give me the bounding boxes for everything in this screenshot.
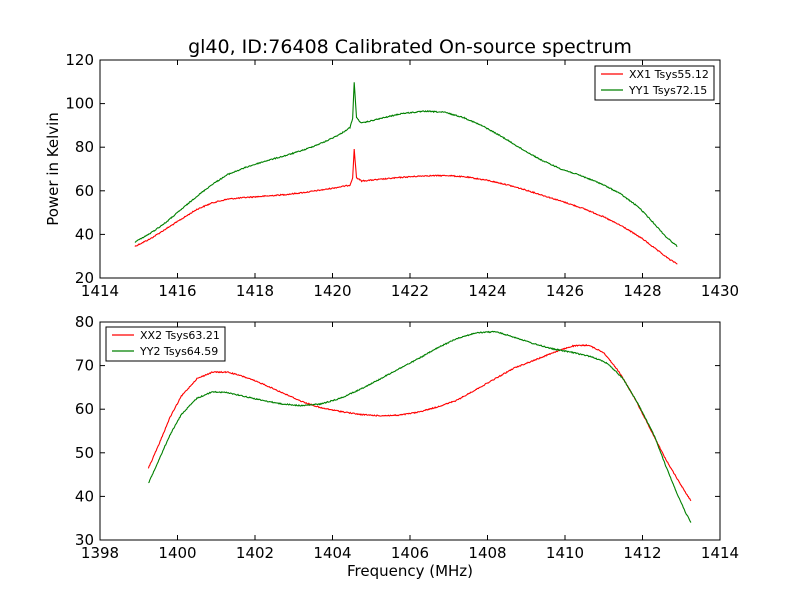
bottom-plot-area: 1398 1400 1402 1404 1406 1408 1410 1412 1414 30 40… (75, 313, 739, 562)
bottom-x-tick-label: 1408 (468, 544, 506, 562)
top-x-tick-label: 1426 (546, 282, 584, 300)
top-y-tick-label: 100 (65, 95, 94, 113)
bottom-x-tick-label: 1402 (236, 544, 274, 562)
bottom-y-tick-label: 60 (75, 400, 94, 418)
bottom-y-tick-label: 40 (75, 487, 94, 505)
top-x-tick-label: 1416 (158, 282, 196, 300)
legend-label-yy2: YY2 Tsys64.59 (139, 345, 218, 358)
top-panel: gl40, ID:76408 Calibrated On-source spec… (44, 36, 739, 300)
top-plot-area: 1414 1416 1418 1420 1422 1424 1426 1428 1430 20 40… (65, 51, 739, 300)
legend-label-xx1: XX1 Tsys55.12 (629, 68, 709, 81)
top-y-axis-label: Power in Kelvin (44, 112, 62, 226)
bottom-x-tick-label: 1410 (546, 544, 584, 562)
legend-label-yy1: YY1 Tsys72.15 (628, 84, 707, 97)
bottom-y-tick-label: 30 (75, 531, 94, 549)
top-x-tick-label: 1420 (313, 282, 351, 300)
top-x-tick-label: 1428 (623, 282, 661, 300)
bottom-x-tick-label: 1412 (623, 544, 661, 562)
top-x-tick-label: 1422 (391, 282, 429, 300)
bottom-series-line-1 (147, 343, 692, 502)
top-legend: XX1 Tsys55.12 YY1 Tsys72.15 (594, 65, 715, 101)
bottom-series-line-2 (148, 330, 692, 523)
bottom-y-tick-label: 50 (75, 444, 94, 462)
bottom-x-axis-label: Frequency (MHz) (347, 562, 473, 580)
bottom-legend: XX2 Tsys63.21 YY2 Tsys64.59 (105, 326, 226, 362)
top-series-line-2 (134, 82, 678, 247)
top-x-tick-label: 1424 (468, 282, 506, 300)
bottom-panel: 1398 1400 1402 1404 1406 1408 1410 1412 1414 30 40… (75, 313, 739, 580)
top-x-tick-label: 1414 (81, 282, 119, 300)
bottom-x-tick-label: 1406 (391, 544, 429, 562)
bottom-x-tick-label: 1398 (81, 544, 119, 562)
top-y-tick-label: 40 (75, 225, 94, 243)
legend-label-xx2: XX2 Tsys63.21 (140, 329, 220, 342)
chart-title: gl40, ID:76408 Calibrated On-source spec… (188, 36, 632, 58)
bottom-x-tick-label: 1404 (313, 544, 351, 562)
top-x-tick-label: 1430 (701, 282, 739, 300)
top-legend-box (594, 65, 715, 101)
bottom-x-tick-label: 1414 (701, 544, 739, 562)
top-y-tick-label: 20 (75, 269, 94, 287)
top-series-line-1 (134, 148, 678, 265)
bottom-x-tick-label: 1400 (158, 544, 196, 562)
bottom-legend-box (105, 326, 226, 362)
top-y-tick-label: 80 (75, 138, 94, 156)
bottom-y-tick-label: 70 (75, 357, 94, 375)
top-y-tick-label: 120 (65, 51, 94, 69)
top-x-tick-label: 1418 (236, 282, 274, 300)
top-y-tick-label: 60 (75, 182, 94, 200)
bottom-y-tick-label: 80 (75, 313, 94, 331)
